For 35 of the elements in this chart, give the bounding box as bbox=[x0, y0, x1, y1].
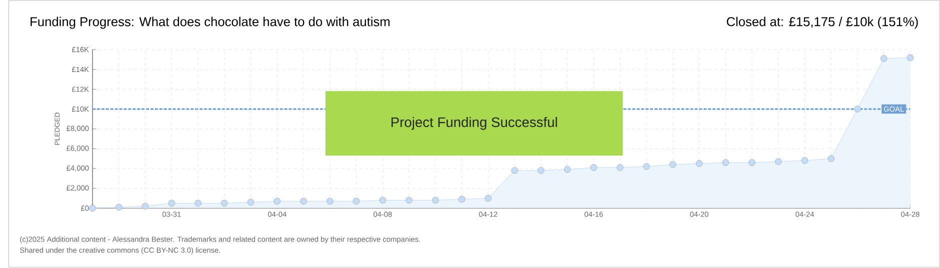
point bbox=[247, 199, 254, 206]
point bbox=[221, 200, 228, 207]
point bbox=[511, 167, 518, 174]
point bbox=[194, 200, 202, 207]
point bbox=[89, 204, 96, 212]
point bbox=[616, 164, 624, 172]
chart-subtitle: Closed at: £15,175 / £10k (151%) bbox=[726, 17, 918, 29]
point bbox=[484, 195, 492, 202]
point bbox=[801, 157, 808, 164]
point bbox=[669, 161, 676, 168]
point bbox=[116, 204, 122, 211]
point bbox=[300, 198, 307, 205]
point bbox=[854, 106, 861, 113]
point bbox=[643, 163, 650, 170]
point bbox=[564, 166, 571, 174]
point bbox=[379, 197, 386, 204]
point bbox=[828, 155, 834, 162]
point bbox=[274, 198, 281, 205]
point bbox=[774, 158, 782, 166]
point bbox=[352, 198, 360, 205]
point bbox=[722, 159, 729, 166]
point bbox=[590, 164, 598, 172]
point bbox=[748, 159, 756, 166]
point bbox=[432, 197, 439, 204]
point bbox=[696, 160, 703, 168]
chart-title: Funding Progress: What does chocolate have to do with autism bbox=[30, 16, 390, 29]
point bbox=[326, 198, 334, 205]
point bbox=[458, 196, 466, 203]
point bbox=[406, 197, 412, 204]
point bbox=[168, 200, 176, 207]
point bbox=[538, 167, 544, 174]
point bbox=[142, 202, 149, 210]
point bbox=[880, 55, 888, 62]
point bbox=[906, 54, 914, 62]
annotation: Project Funding Successful bbox=[392, 117, 557, 130]
